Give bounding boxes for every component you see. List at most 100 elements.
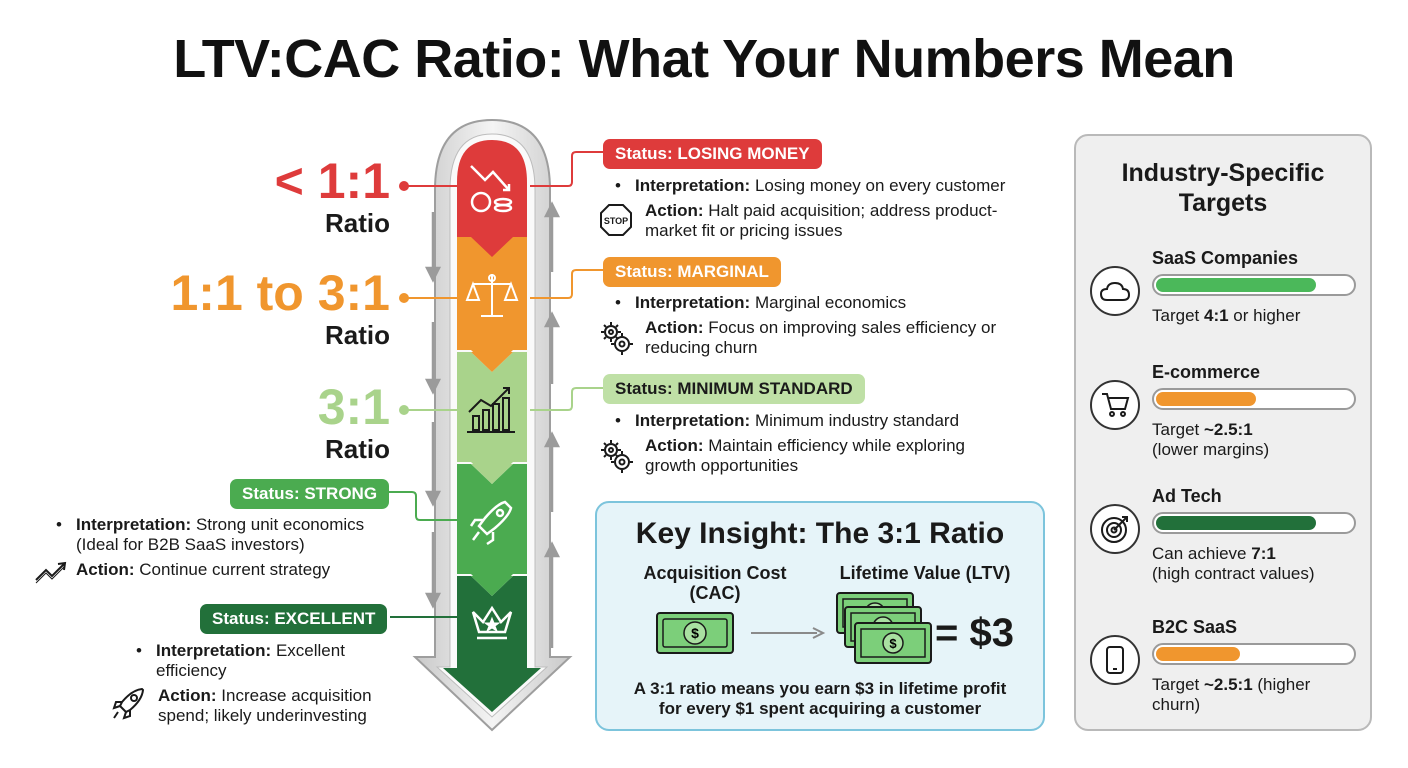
ltv-label: Lifetime Value (LTV) [839,563,1011,583]
tier-details-excellent: • Interpretation: Excellent efficiency Act… [112,641,404,726]
target-icon [1090,504,1140,554]
interp-text: Strong unit economics [191,515,365,534]
tier-details-minimum: • Interpretation: Minimum industry standa… [601,411,1043,476]
target-note: (lower margins) [1152,440,1270,459]
action-text: Halt paid acquisition; address product- [703,201,998,220]
rocket-icon [469,500,513,546]
action-label: Action: [645,201,704,220]
cac-label-line1: Acquisition Cost [643,563,787,583]
scales-icon [465,274,519,317]
target-value: 7:1 [1251,544,1276,563]
tier-segment-excellent [443,576,541,712]
cart-icon [1090,380,1140,430]
money-loss-icon [470,165,513,213]
industry-title-line2: Targets [1178,189,1268,217]
action-text-2: growth opportunities [645,456,799,475]
target-bar-fill [1156,647,1240,661]
ratio-caption: Ratio [325,320,390,350]
arrow-right-icon [751,627,826,639]
target-text: Target ~2.5:1 (lower margins) [1152,420,1269,460]
insight-note-line2: for every $1 spent acquiring a customer [658,699,982,718]
cac-label: Acquisition Cost (CAC) [615,563,815,603]
target-bar-fill [1156,516,1316,530]
ratio-caption: Ratio [325,208,390,238]
target-prefix: Target [1152,675,1204,694]
industry-name: E-commerce [1152,362,1261,382]
target-bar [1152,643,1356,665]
action-label: Action: [158,686,217,705]
tier-details-strong: • Interpretation: Strong unit economics (I… [35,515,404,584]
target-value: 4:1 [1203,306,1229,325]
industry-name: B2C SaaS [1152,617,1238,637]
phone-icon [1090,635,1140,685]
target-text: Target ~2.5:1 (higher churn) [1152,675,1310,715]
industry-title-line1: Industry-Specific [1121,159,1325,187]
action-label: Action: [76,560,135,579]
bill-symbol: $ [691,625,699,641]
page-title: LTV:CAC Ratio: What Your Numbers Mean [173,29,1235,89]
target-prefix: Can achieve [1152,544,1252,563]
tier-details-losing: • Interpretation: Losing money on every c… [600,176,1043,241]
ratio-caption: Ratio [325,434,390,464]
tier-segment-losing [457,140,527,237]
ratio-value: < 1:1 [274,153,390,209]
status-badge-marginal: Status: MARGINAL [603,257,781,287]
target-text: Can achieve 7:1 (high contract values) [1152,544,1315,584]
target-bar [1152,388,1356,410]
trend-up-icon [35,561,67,584]
industry-item-adtech: Ad Tech Can achieve 7:1 (high contract va… [1090,486,1360,596]
interp-label: Interpretation: [635,293,751,312]
interp-text: Excellent [271,641,345,660]
insight-note: A 3:1 ratio means you earn $3 in lifetim… [597,679,1043,719]
target-prefix: Target [1152,420,1204,439]
status-badge-excellent: Status: EXCELLENT [200,604,388,634]
status-badge-losing: Status: LOSING MONEY [603,139,822,169]
target-suffix: (higher [1252,675,1311,694]
target-bar [1152,274,1356,296]
action-text: Maintain efficiency while exploring [703,436,965,455]
target-value: ~2.5:1 [1203,420,1253,439]
ratio-label-marginal: 1:1 to 3:1 Ratio [100,268,390,348]
interp-label: Interpretation: [635,411,751,430]
growth-chart-icon [467,387,515,433]
cloud-icon [1090,266,1140,316]
crown-icon [471,605,513,640]
insight-note-line1: A 3:1 ratio means you earn $3 in lifetim… [633,679,1007,698]
status-badge-strong: Status: STRONG [230,479,390,509]
status-badge-minimum: Status: MINIMUM STANDARD [603,374,865,404]
industry-title: Industry-Specific Targets [1076,158,1370,218]
stop-sign-text: STOP [604,216,628,226]
interp-label: Interpretation: [76,515,192,534]
target-value: ~2.5:1 [1203,675,1253,694]
industry-targets-panel: Industry-Specific Targets SaaS Companies … [1074,134,1372,731]
interp-text: Marginal economics [750,293,907,312]
key-insight-panel: Key Insight: The 3:1 Ratio Acquisition C… [595,501,1045,731]
target-note: churn) [1152,695,1201,714]
cac-label-line2: (CAC) [689,583,741,603]
bill-symbol: $ [889,636,897,651]
rocket-icon [112,687,145,720]
action-label: Action: [645,318,704,337]
target-bar-fill [1156,392,1256,406]
stop-sign-icon: STOP [600,204,632,236]
tier-details-marginal: • Interpretation: Marginal economics Acti… [601,293,1043,358]
action-text: Continue current strategy [134,560,331,579]
dollar-bill-icon: $ [656,612,734,654]
action-text: Increase acquisition [216,686,372,705]
ratio-value: 1:1 to 3:1 [170,265,390,321]
ratio-label-minimum: 3:1 Ratio [150,382,390,462]
industry-name: SaaS Companies [1152,248,1299,268]
interp-text-2: efficiency [156,661,227,680]
target-prefix: Target [1152,306,1204,325]
interp-label: Interpretation: [635,176,751,195]
insight-equals: = $3 [935,611,1014,655]
gears-icon [601,322,633,355]
insight-title: Key Insight: The 3:1 Ratio [635,517,1005,550]
industry-item-b2c-saas: B2C SaaS Target ~2.5:1 (higher churn) [1090,617,1360,727]
interp-text: Minimum industry standard [750,411,960,430]
target-note: (high contract values) [1152,564,1315,583]
target-bar [1152,512,1356,534]
interp-text-2: (Ideal for B2B SaaS investors) [76,535,305,554]
money-stack-icon: $ [836,592,932,664]
